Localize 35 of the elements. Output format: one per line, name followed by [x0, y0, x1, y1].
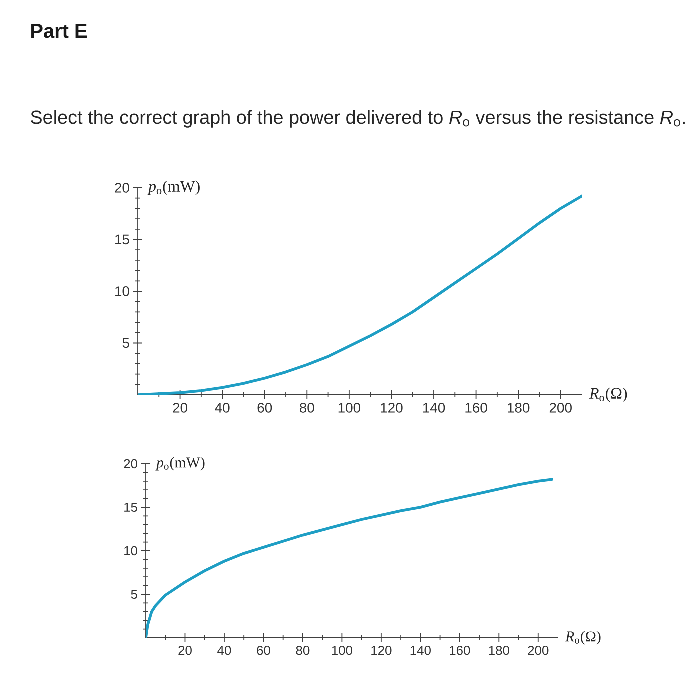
x-tick-label: 20 — [173, 403, 188, 413]
x-tick-label: 140 — [423, 403, 446, 413]
y-tick-label: 15 — [116, 234, 130, 245]
x-tick-label: 200 — [550, 403, 572, 413]
chart-title: Part E — [32, 24, 87, 38]
x-tick-label: 100 — [332, 646, 352, 656]
x-tick-label: 40 — [215, 403, 230, 413]
y-tick-label: 5 — [122, 338, 130, 348]
y-axis-title: p$_{o}$(mW) — [156, 457, 205, 471]
x-tick-label: 80 — [300, 403, 314, 413]
chart-subtitle: Select the correct graph of the power delivered to R$_{o}$ versus the resistance R$_{o}$. — [31, 110, 685, 128]
y-tick-label: 10 — [116, 286, 130, 296]
x-tick-label: 120 — [381, 403, 403, 413]
x-tick-label: 40 — [218, 646, 232, 656]
x-tick-label: 180 — [508, 403, 530, 413]
x-tick-label: 140 — [410, 646, 431, 656]
x-axis-title: R$_{o}$(Ω) — [589, 388, 628, 402]
x-tick-label: 20 — [178, 646, 192, 656]
x-axis-title: R$_{o}$(Ω) — [565, 631, 601, 645]
x-tick-label: 80 — [296, 646, 310, 656]
y-tick-label: 20 — [115, 183, 130, 193]
x-tick-label: 180 — [489, 646, 510, 656]
y-tick-label: 5 — [131, 590, 138, 600]
x-tick-label: 60 — [257, 646, 270, 656]
x-tick-label: 100 — [338, 403, 361, 413]
x-tick-label: 160 — [450, 646, 470, 656]
x-tick-label: 160 — [466, 403, 488, 413]
y-tick-label: 15 — [124, 502, 138, 512]
y-tick-label: 20 — [124, 459, 138, 469]
x-tick-label: 200 — [528, 646, 549, 656]
line-series — [146, 478, 554, 638]
x-tick-label: 60 — [258, 403, 272, 413]
y-axis-title: p$_{o}$(mW) — [148, 180, 200, 196]
y-tick-label: 10 — [124, 546, 138, 556]
x-tick-label: 120 — [372, 646, 392, 656]
